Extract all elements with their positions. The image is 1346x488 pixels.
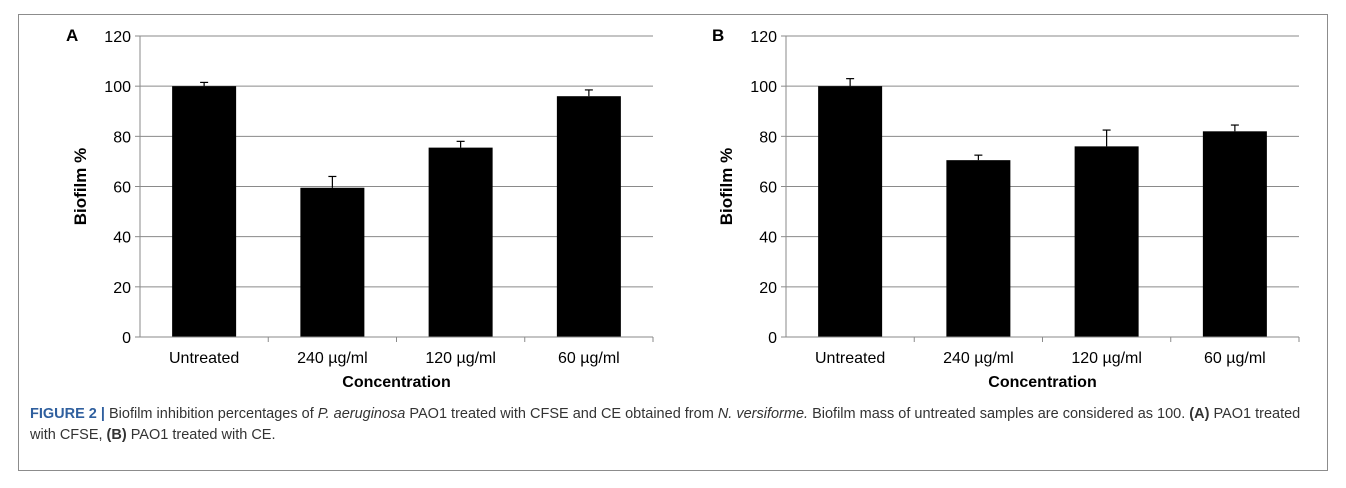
chart0-y-tick-label-1: 20 [113, 280, 131, 297]
chart1-y-tick-label-1: 20 [759, 280, 777, 297]
chart1-bar-2 [1074, 146, 1139, 337]
caption-text-2: PAO1 treated with CFSE and CE obtained f… [405, 406, 718, 422]
chart0-y-tick-label-3: 60 [113, 180, 131, 197]
chart1-bar-1 [946, 160, 1011, 337]
caption-text-1: Biofilm inhibition percentages of [104, 406, 318, 422]
chart0-panel-label: A [66, 26, 78, 45]
chart1-y-tick-label-6: 120 [750, 29, 777, 46]
chart0-bar-3 [556, 96, 621, 337]
caption-species-2: N. versiforme. [717, 406, 809, 422]
chart1-y-tick-label-2: 40 [759, 230, 777, 247]
chart1-bar-0 [818, 86, 883, 338]
chart1-y-tick-label-5: 100 [750, 79, 777, 96]
figure-caption: FIGURE 2 | Biofilm inhibition percentage… [30, 404, 1320, 446]
caption-ref-a: (A) [1189, 406, 1210, 422]
chart1-y-tick-label-3: 60 [759, 180, 777, 197]
chart0-bar-2 [428, 147, 493, 337]
chart0-y-tick-label-4: 80 [113, 129, 131, 146]
caption-text-5: PAO1 treated with CE. [126, 427, 276, 443]
chart0-x-tick-label-0: Untreated [169, 350, 239, 367]
chart0-y-tick-label-0: 0 [122, 330, 131, 347]
chart1-y-tick-label-4: 80 [759, 129, 777, 146]
chart0-x-tick-label-1: 240 µg/ml [297, 350, 368, 367]
chart0-y-tick-label-5: 100 [104, 79, 131, 96]
chart1-x-tick-label-3: 60 µg/ml [1204, 350, 1266, 367]
caption-species-1: P. aeruginosa [317, 406, 406, 422]
chart0-x-tick-label-2: 120 µg/ml [425, 350, 496, 367]
chart0-y-tick-label-6: 120 [104, 29, 131, 46]
chart0-y-tick-label-2: 40 [113, 230, 131, 247]
chart1-x-tick-label-2: 120 µg/ml [1071, 350, 1142, 367]
caption-text-3: Biofilm mass of untreated samples are co… [808, 406, 1190, 422]
chart1-x-tick-label-1: 240 µg/ml [943, 350, 1014, 367]
caption-ref-b: (B) [106, 427, 127, 443]
chart0-x-axis-title: Concentration [342, 374, 450, 391]
chart1-panel-label: B [712, 26, 724, 45]
chart0-bar-1 [300, 187, 365, 337]
chart-panel-a: A 0 20 40 60 80 100 120 Untreated 240 µg/ml 120 µg… [66, 26, 654, 391]
chart0-y-axis-title: Biofilm % [71, 148, 90, 225]
chart1-x-tick-label-0: Untreated [815, 350, 885, 367]
chart0-bar-0 [172, 86, 237, 338]
caption-label: FIGURE 2 | [30, 406, 105, 422]
chart-panel-b: B 0 20 40 60 80 100 120 Untreated 240 µg/ml 120 µg… [712, 26, 1300, 391]
caption-text-4: PAO1 treated with CFSE, [30, 406, 1301, 443]
chart1-y-tick-label-0: 0 [768, 330, 777, 347]
chart0-x-tick-label-3: 60 µg/ml [558, 350, 620, 367]
chart1-bar-3 [1202, 131, 1267, 337]
chart1-y-axis-title: Biofilm % [717, 148, 736, 225]
chart1-x-axis-title: Concentration [988, 374, 1096, 391]
